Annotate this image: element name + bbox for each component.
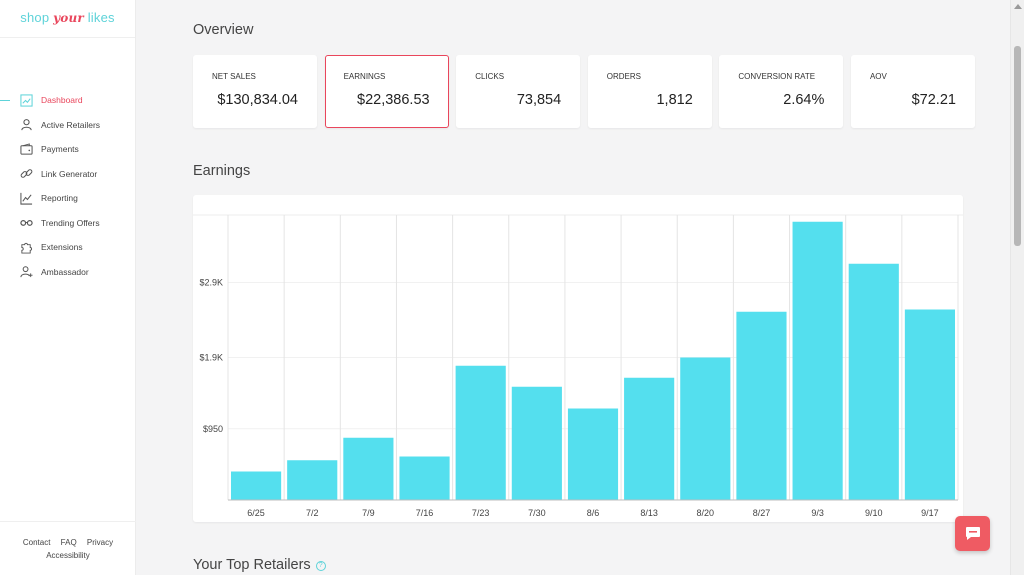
sidebar-item-extensions[interactable]: Extensions	[0, 235, 136, 260]
earnings-bar[interactable]	[624, 377, 675, 500]
earnings-bar[interactable]	[567, 408, 619, 501]
chart-line-icon	[19, 191, 33, 205]
y-tick-label: $950	[203, 424, 223, 434]
stat-label: NET SALES	[212, 72, 256, 81]
chat-button[interactable]	[955, 516, 990, 551]
stat-card-net-sales[interactable]: NET SALES $130,834.04	[193, 55, 317, 128]
scrollbar-thumb[interactable]	[1014, 46, 1021, 246]
earnings-title: Earnings	[193, 163, 251, 179]
earnings-chart-panel: $950 $1.9K $2.9K 6/25 7/2 7/9 7/16 7/23 7/30 8/6 8…	[193, 195, 963, 522]
earnings-bar[interactable]	[848, 263, 899, 500]
earnings-bar[interactable]	[511, 386, 562, 500]
stat-value: 73,854	[516, 92, 562, 108]
stat-card-conversion-rate[interactable]: CONVERSION RATE 2.64%	[719, 55, 844, 128]
sidebar-item-active-retailers[interactable]: Active Retailers	[0, 113, 136, 138]
sidebar-item-label: Payments	[41, 144, 79, 155]
stat-value: 2.64%	[783, 92, 825, 108]
x-tick-label: 7/2	[306, 508, 319, 518]
wallet-icon	[19, 142, 33, 156]
sidebar-item-trending-offers[interactable]: Trending Offers	[0, 211, 136, 236]
logo-text-your: your	[53, 11, 84, 25]
x-tick-label: 6/25	[247, 508, 265, 518]
sidebar-item-reporting[interactable]: Reporting	[0, 186, 136, 211]
glasses-icon	[19, 216, 33, 230]
stat-card-clicks[interactable]: CLICKS 73,854	[456, 55, 581, 128]
top-retailers-title: Your Top Retailers?	[193, 557, 326, 573]
sidebar-item-label: Dashboard	[41, 95, 83, 106]
sidebar: shop your likes Dashboard Active Retaile…	[0, 0, 136, 575]
sidebar-item-label: Link Generator	[41, 168, 98, 179]
x-tick-label: 7/30	[528, 508, 546, 518]
earnings-bar[interactable]	[399, 456, 450, 501]
user-icon	[19, 118, 33, 132]
y-tick-label: $1.9K	[199, 353, 223, 363]
sidebar-item-link-generator[interactable]: Link Generator	[0, 162, 136, 187]
footer-link-contact[interactable]: Contact	[22, 538, 51, 547]
earnings-bar[interactable]	[904, 309, 955, 501]
sidebar-nav: Dashboard Active Retailers Payments Link…	[0, 88, 136, 284]
page-scrollbar[interactable]	[1010, 0, 1024, 575]
earnings-bar[interactable]	[680, 357, 731, 501]
x-tick-label: 8/27	[753, 508, 771, 518]
sidebar-item-payments[interactable]: Payments	[0, 137, 136, 162]
overview-cards: NET SALES $130,834.04 EARNINGS $22,386.5…	[193, 55, 975, 128]
logo-text-shop: shop	[20, 10, 54, 25]
stat-label: CONVERSION RATE	[738, 72, 816, 81]
stat-value: 1,812	[656, 92, 693, 108]
scroll-up-arrow-icon[interactable]	[1014, 4, 1022, 9]
sidebar-item-label: Extensions	[41, 242, 83, 253]
sidebar-item-dashboard[interactable]: Dashboard	[0, 88, 136, 113]
main-content: Overview NET SALES $130,834.04 EARNINGS …	[137, 0, 1010, 575]
help-icon[interactable]: ?	[315, 561, 326, 571]
sidebar-item-label: Ambassador	[41, 266, 89, 277]
x-tick-label: 9/10	[865, 508, 883, 518]
sidebar-item-label: Reporting	[41, 193, 78, 204]
earnings-bar[interactable]	[736, 311, 787, 500]
stat-value: $22,386.53	[357, 92, 430, 108]
overview-title: Overview	[193, 22, 254, 38]
stat-card-earnings[interactable]: EARNINGS $22,386.53	[324, 55, 449, 128]
footer-link-faq[interactable]: FAQ	[60, 538, 77, 547]
sidebar-item-label: Active Retailers	[41, 119, 101, 130]
stat-card-aov[interactable]: AOV $72.21	[850, 55, 975, 128]
user-add-icon	[19, 265, 33, 279]
earnings-bar[interactable]	[792, 221, 843, 500]
stat-label: ORDERS	[606, 72, 642, 81]
stat-card-orders[interactable]: ORDERS 1,812	[587, 55, 712, 128]
sidebar-item-label: Trending Offers	[41, 217, 100, 228]
stat-value: $72.21	[911, 92, 956, 108]
x-tick-label: 8/20	[697, 508, 715, 518]
stat-value: $130,834.04	[217, 92, 298, 108]
x-tick-label: 9/17	[921, 508, 939, 518]
earnings-bar-chart: $950 $1.9K $2.9K 6/25 7/2 7/9 7/16 7/23 7/30 8/6 8…	[193, 214, 963, 518]
brand-logo[interactable]: shop your likes	[0, 0, 135, 38]
footer-link-accessibility[interactable]: Accessibility	[46, 551, 90, 560]
stat-label: EARNINGS	[343, 72, 386, 81]
dashboard-icon	[19, 93, 33, 107]
y-tick-label: $2.9K	[199, 278, 223, 288]
sidebar-footer: Contact FAQ Privacy Accessibility	[0, 521, 136, 575]
stat-label: CLICKS	[475, 72, 505, 81]
link-icon	[19, 167, 33, 181]
chat-bubble-icon	[965, 527, 980, 540]
earnings-bar[interactable]	[231, 471, 282, 501]
x-tick-label: 7/23	[472, 508, 490, 518]
sidebar-item-ambassador[interactable]: Ambassador	[0, 260, 136, 285]
stat-label: AOV	[869, 72, 887, 81]
earnings-bar[interactable]	[455, 365, 506, 500]
earnings-bar[interactable]	[287, 460, 338, 500]
x-tick-label: 7/9	[362, 508, 375, 518]
x-tick-label: 9/3	[811, 508, 824, 518]
x-tick-label: 7/16	[416, 508, 434, 518]
logo-text-likes: likes	[83, 10, 115, 25]
earnings-bar[interactable]	[343, 437, 394, 500]
top-retailers-heading: Your Top Retailers	[193, 557, 311, 573]
puzzle-icon	[19, 240, 33, 254]
x-tick-label: 8/6	[587, 508, 600, 518]
x-tick-label: 8/13	[640, 508, 658, 518]
footer-link-privacy[interactable]: Privacy	[86, 538, 114, 547]
